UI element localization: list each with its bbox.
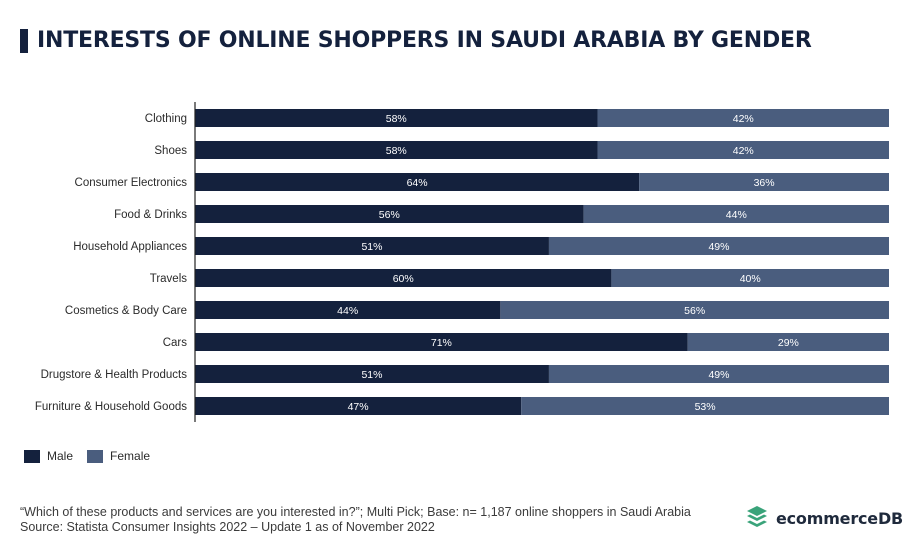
- bar-value-label-female: 44%: [726, 209, 747, 221]
- category-label: Food & Drinks: [114, 209, 187, 221]
- category-label: Household Appliances: [73, 241, 187, 253]
- bar-value-label-female: 42%: [733, 145, 754, 157]
- title-block: INTERESTS OF ONLINE SHOPPERS IN SAUDI AR…: [20, 28, 812, 53]
- category-label: Cars: [163, 337, 188, 349]
- bar-value-label-male: 71%: [431, 337, 452, 349]
- bar-female: [597, 109, 889, 127]
- brand-logo: ecommerceDB: [745, 506, 903, 530]
- category-label: Drugstore & Health Products: [41, 369, 188, 381]
- bar-value-label-female: 42%: [733, 113, 754, 125]
- bar-male: [195, 269, 612, 287]
- bar-value-label-male: 64%: [407, 177, 428, 189]
- stacked-chevrons-icon: [747, 506, 767, 527]
- bar-value-label-female: 49%: [708, 241, 729, 253]
- legend-label-male: Male: [47, 449, 74, 463]
- bar-value-label-male: 47%: [348, 401, 369, 413]
- bar-male: [195, 141, 598, 159]
- bar-male: [195, 237, 549, 255]
- bar-value-label-female: 36%: [754, 177, 775, 189]
- bar-female: [611, 269, 889, 287]
- bar-value-label-male: 51%: [361, 241, 382, 253]
- bar-male: [195, 109, 598, 127]
- bar-female: [500, 301, 889, 319]
- legend-swatch-male: [24, 449, 40, 463]
- bar-female: [548, 237, 889, 255]
- footnote: “Which of these products and services ar…: [20, 505, 691, 535]
- bar-female: [548, 365, 889, 383]
- category-label: Cosmetics & Body Care: [65, 305, 187, 317]
- bar-female: [687, 333, 889, 351]
- bar-value-label-male: 60%: [393, 273, 414, 285]
- bar-value-label-male: 44%: [337, 305, 358, 317]
- bar-male: [195, 333, 688, 351]
- legend-item-female: Female: [87, 449, 150, 463]
- category-label: Furniture & Household Goods: [35, 401, 187, 413]
- category-label: Travels: [150, 273, 188, 285]
- footnote-question: “Which of these products and services ar…: [20, 505, 691, 519]
- bar-value-label-male: 56%: [379, 209, 400, 221]
- legend-label-female: Female: [110, 449, 151, 463]
- bar-female: [639, 173, 889, 191]
- bar-female: [597, 141, 889, 159]
- bar-value-label-female: 29%: [778, 337, 799, 349]
- title-accent-bar: [20, 28, 28, 53]
- bar-value-label-male: 58%: [386, 145, 407, 157]
- legend-swatch-female: [87, 449, 104, 463]
- category-label: Shoes: [154, 145, 187, 157]
- bar-male: [195, 301, 501, 319]
- legend-item-male: Male: [24, 449, 73, 463]
- bar-value-label-female: 53%: [695, 401, 716, 413]
- bar-female: [521, 397, 889, 415]
- bar-male: [195, 365, 549, 383]
- bar-value-label-female: 49%: [708, 369, 729, 381]
- chart-title: INTERESTS OF ONLINE SHOPPERS IN SAUDI AR…: [37, 28, 812, 53]
- footnote-source: Source: Statista Consumer Insights 2022 …: [20, 520, 435, 534]
- brand-name: ecommerceDB: [776, 508, 904, 528]
- bar-value-label-female: 56%: [684, 305, 705, 317]
- bar-value-label-male: 51%: [361, 369, 382, 381]
- bar-value-label-female: 40%: [740, 273, 761, 285]
- legend: Male Female: [24, 449, 164, 463]
- stacked-bar-chart: Clothing 58% 42% Shoes 58% 42% Consumer Electr…: [35, 102, 889, 422]
- bar-male: [195, 397, 522, 415]
- category-label: Clothing: [145, 113, 187, 125]
- bar-male: [195, 205, 584, 223]
- category-label: Consumer Electronics: [75, 177, 188, 189]
- bar-male: [195, 173, 640, 191]
- bar-value-label-male: 58%: [386, 113, 407, 125]
- bar-female: [583, 205, 889, 223]
